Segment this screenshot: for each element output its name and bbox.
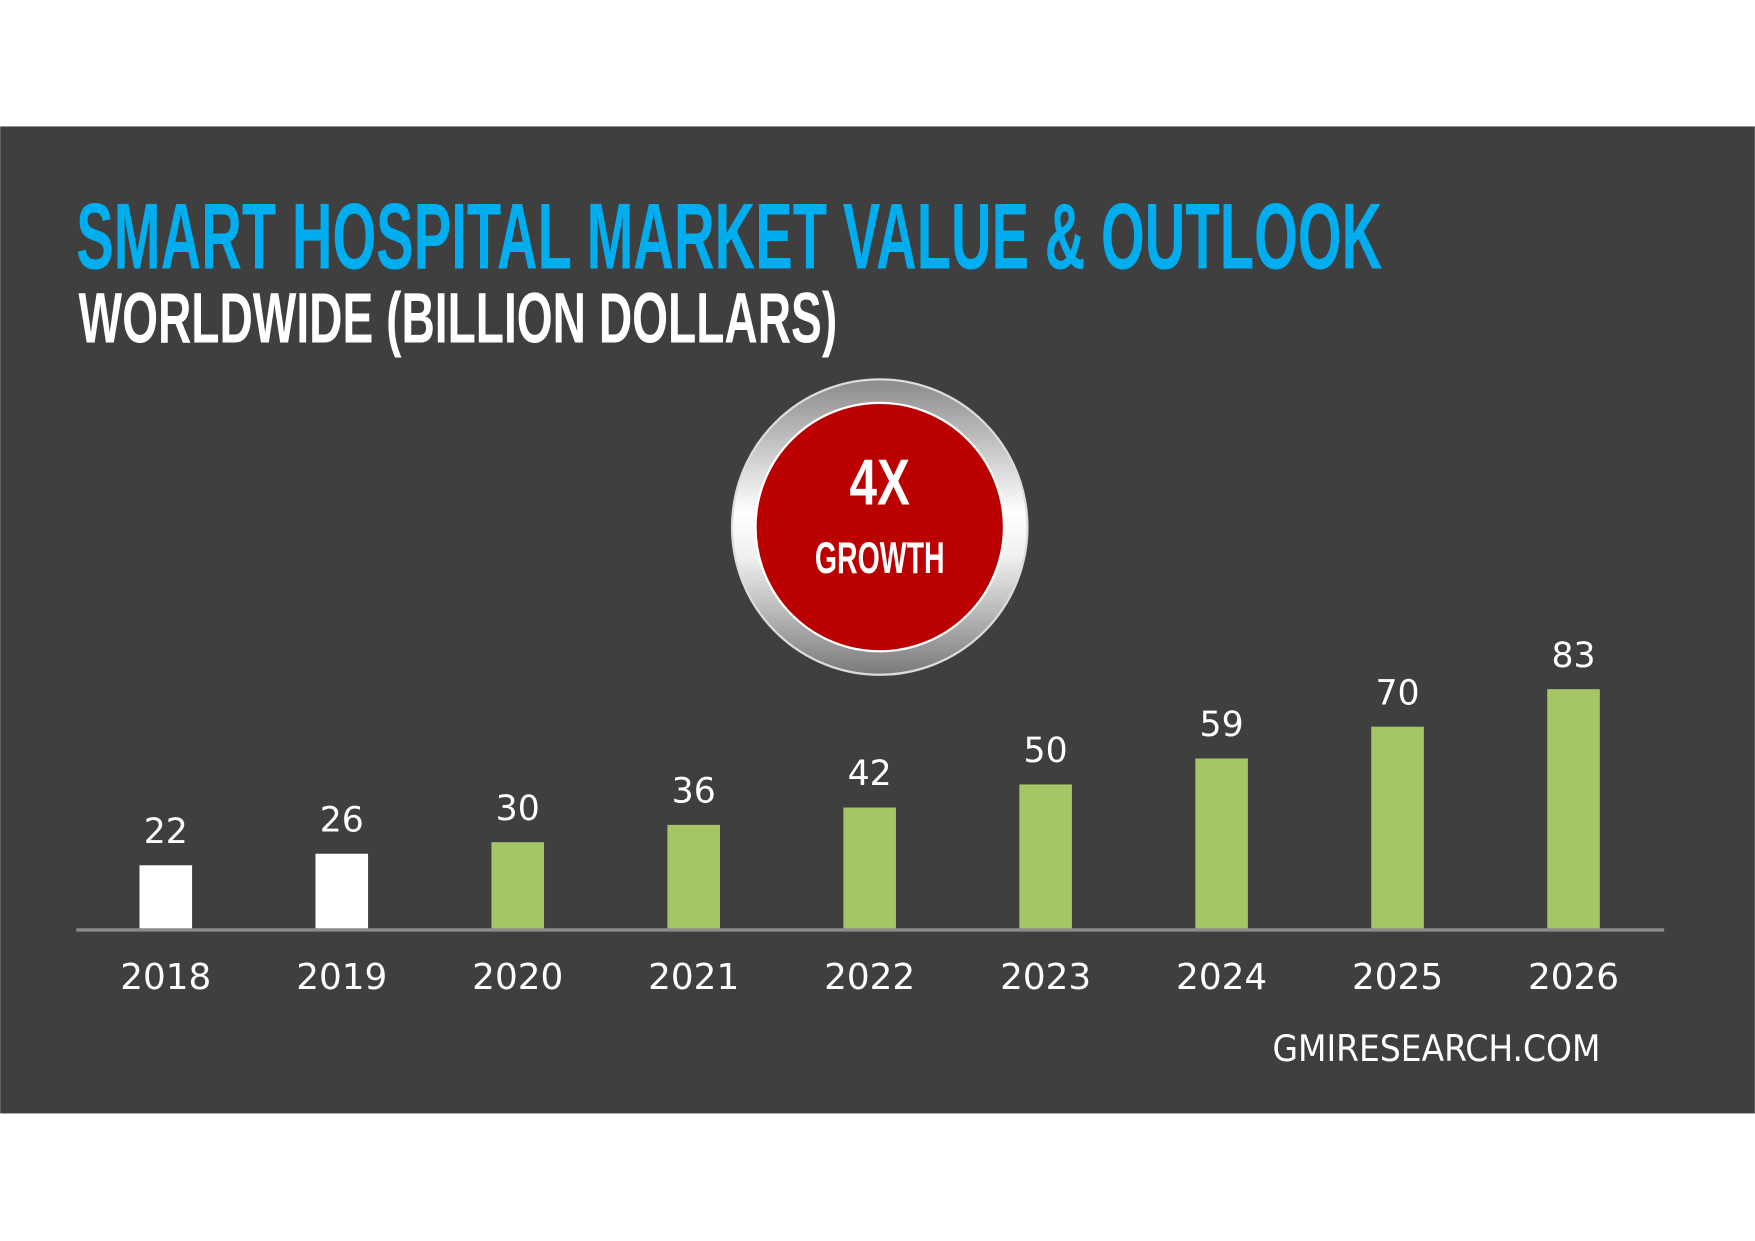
- bar-2026: [1547, 689, 1600, 929]
- growth-badge: 4X GROWTH: [730, 378, 1029, 676]
- bar-series: 22 26 30 36 42 50 59 70 83: [139, 636, 1600, 929]
- source-label: GMIRESEARCH.COM: [1273, 1027, 1601, 1070]
- bar-2023: [1019, 784, 1072, 929]
- data-label-2018: 22: [144, 812, 188, 852]
- x-tick-label: 2026: [1528, 957, 1619, 998]
- data-label-2023: 50: [1024, 731, 1068, 771]
- x-tick-label: 2021: [648, 957, 739, 998]
- x-tick-label: 2022: [824, 957, 915, 998]
- badge-disc: [754, 401, 1006, 653]
- badge-label: GROWTH: [815, 533, 945, 583]
- data-label-2024: 59: [1200, 705, 1244, 745]
- x-tick-label: 2019: [296, 957, 387, 998]
- x-tick-label: 2020: [472, 957, 563, 998]
- bar-2019: [315, 853, 369, 929]
- data-label-2025: 70: [1376, 673, 1420, 713]
- data-label-2022: 42: [848, 754, 892, 794]
- x-tick-label: 2024: [1176, 957, 1267, 998]
- bar-2025: [1371, 726, 1424, 929]
- data-label-2019: 26: [320, 800, 364, 840]
- bar-2024: [1195, 758, 1248, 929]
- x-axis-ticks: 2018 2019 2020 2021 2022 2023 2024 2025 2026: [120, 957, 1619, 998]
- bar-2022: [843, 807, 896, 929]
- chart-subtitle: WORLDWIDE (BILLION DOLLARS): [79, 278, 838, 358]
- data-label-2026: 83: [1551, 636, 1595, 676]
- data-label-2021: 36: [672, 771, 716, 811]
- badge-value: 4X: [850, 446, 910, 519]
- chart-title: SMART HOSPITAL MARKET VALUE & OUTLOOK: [76, 184, 1382, 289]
- x-tick-label: 2018: [120, 957, 211, 998]
- bar-2018: [139, 865, 193, 929]
- x-tick-label: 2023: [1000, 957, 1091, 998]
- x-tick-label: 2025: [1352, 957, 1443, 998]
- data-label-2020: 30: [496, 789, 540, 829]
- bar-2021: [667, 824, 720, 929]
- bar-2020: [491, 842, 545, 929]
